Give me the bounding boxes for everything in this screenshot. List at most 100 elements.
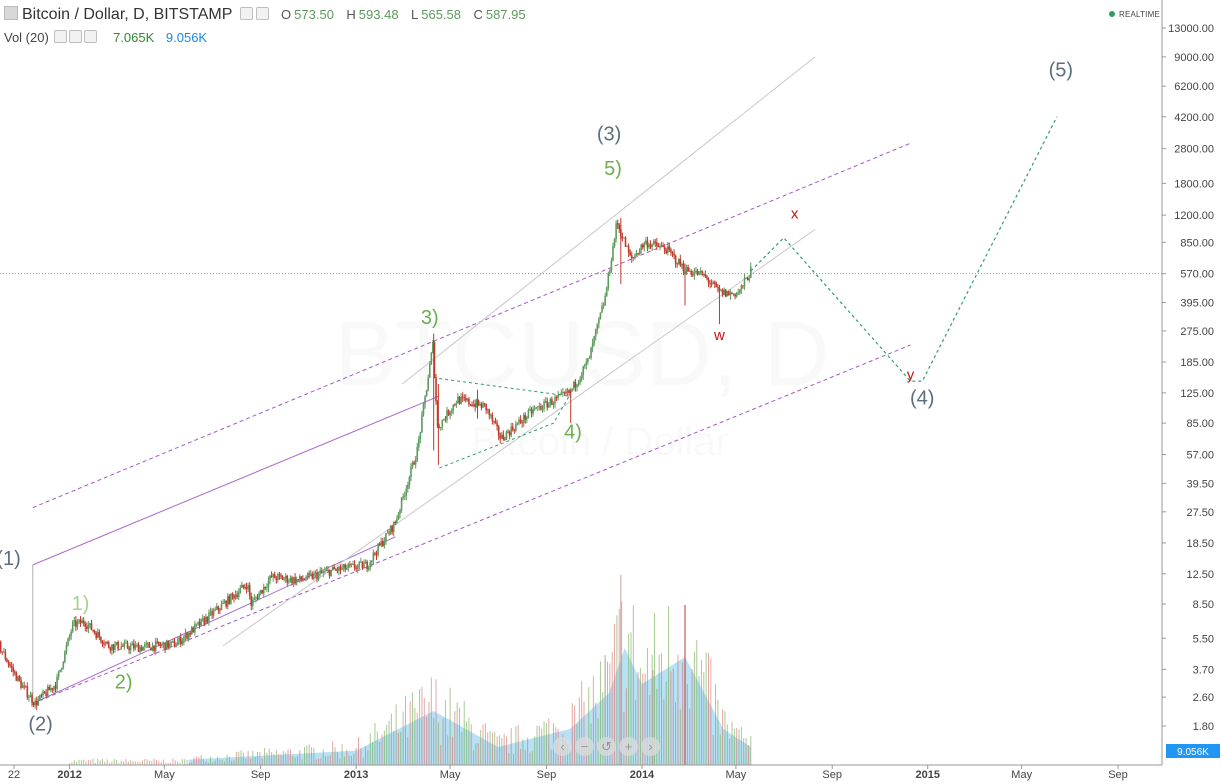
candle-body xyxy=(270,575,273,577)
candle-body xyxy=(504,439,506,440)
candle-body xyxy=(234,594,237,599)
candle-body xyxy=(220,603,223,610)
candle-body xyxy=(629,252,632,256)
candle-body xyxy=(518,419,520,424)
time-tick-label: Sep xyxy=(1108,769,1128,781)
zoom-in-icon[interactable]: + xyxy=(619,737,638,756)
candle-body xyxy=(145,643,148,645)
wave-label: x xyxy=(791,206,799,223)
candle-body xyxy=(749,266,752,278)
candle-body xyxy=(513,429,516,431)
channel-line xyxy=(32,536,396,704)
candle-body xyxy=(114,644,116,650)
candle-body xyxy=(250,595,253,606)
candle-body xyxy=(198,622,201,626)
candle-body xyxy=(317,573,320,580)
settings-icon[interactable] xyxy=(255,7,269,20)
candle-body xyxy=(621,236,624,239)
low-value: 565.58 xyxy=(421,7,461,22)
candle-body xyxy=(291,577,293,584)
candle-body xyxy=(563,392,566,393)
price-axis[interactable]: 13000.00 9000.00 6200.00 4200.00 2800.00 1800… xyxy=(1161,0,1222,784)
settings-icon[interactable] xyxy=(69,30,83,43)
candle-body xyxy=(261,590,264,594)
candle-body xyxy=(540,406,542,410)
eye-icon[interactable] xyxy=(54,30,68,43)
candle-body xyxy=(217,606,220,610)
candle-body xyxy=(449,412,451,416)
candle-body xyxy=(745,278,747,279)
candle-body xyxy=(147,643,149,645)
candle-body xyxy=(125,642,127,644)
candle-body xyxy=(670,249,672,253)
time-tick-label: May xyxy=(1011,769,1032,781)
candle-body xyxy=(637,253,639,255)
candle-body xyxy=(288,581,290,583)
scroll-right-icon[interactable]: › xyxy=(641,737,660,756)
candle-body xyxy=(591,343,594,348)
candle-body xyxy=(239,587,242,593)
candle-body xyxy=(388,532,390,534)
candle-body xyxy=(283,578,285,580)
candle-body xyxy=(336,569,339,572)
eye-icon[interactable] xyxy=(239,7,253,20)
zoom-out-icon[interactable]: − xyxy=(575,737,594,756)
candle-body xyxy=(172,640,174,642)
candle-body xyxy=(416,447,419,461)
candle-body xyxy=(463,397,466,399)
candle-body xyxy=(532,409,534,414)
candle-body xyxy=(89,623,91,626)
candle-body xyxy=(252,600,254,606)
candle-body xyxy=(338,566,340,572)
candle-body xyxy=(731,292,733,295)
candle-body xyxy=(126,642,129,648)
price-tick-label: 2800.00 xyxy=(1174,144,1214,156)
candle-body xyxy=(300,576,303,580)
candle-body xyxy=(549,399,552,404)
close-icon[interactable] xyxy=(84,30,98,43)
candle-body xyxy=(408,476,411,486)
candle-body xyxy=(350,563,353,565)
candle-body xyxy=(68,635,71,639)
candle-body xyxy=(247,585,249,590)
candle-body xyxy=(541,409,544,410)
open-label: O xyxy=(281,7,292,22)
candle-body xyxy=(325,569,328,572)
candle-body xyxy=(128,647,130,651)
candle-body xyxy=(602,305,605,307)
time-tick-label: May xyxy=(154,769,175,781)
price-tick-label: 13000.00 xyxy=(1168,23,1214,35)
candle-body xyxy=(352,563,354,565)
candle-body xyxy=(576,384,578,388)
candle-body xyxy=(399,509,401,514)
candle-body xyxy=(356,565,359,569)
reset-icon[interactable]: ↺ xyxy=(597,737,616,756)
candle-body xyxy=(57,671,60,677)
candle-body xyxy=(90,623,93,630)
candle-body xyxy=(699,270,702,272)
candle-body xyxy=(638,250,641,255)
candle-body xyxy=(479,403,481,405)
candle-body xyxy=(143,644,146,647)
price-tick-label: 18.50 xyxy=(1186,538,1214,550)
candle-body xyxy=(598,318,600,324)
candle-body xyxy=(165,640,168,650)
candle-body xyxy=(402,496,404,498)
candle-body xyxy=(524,415,527,420)
candle-body xyxy=(488,409,491,416)
candle-body xyxy=(713,281,716,284)
time-axis[interactable]: 22 2012 May Sep 2013 May Sep 2014 May Sep 2015 May S… xyxy=(0,764,1222,784)
candle-body xyxy=(679,258,682,266)
candle-body xyxy=(537,406,539,408)
scroll-left-icon[interactable]: ‹ xyxy=(553,737,572,756)
candle-body xyxy=(444,419,447,421)
candle-body xyxy=(6,659,8,663)
candle-body xyxy=(573,381,575,389)
candle-body xyxy=(112,644,115,650)
candle-body xyxy=(169,643,171,648)
time-tick-label: 22 xyxy=(8,769,20,781)
candle-body xyxy=(297,579,300,580)
candle-body xyxy=(435,377,437,402)
candle-body xyxy=(516,423,519,425)
